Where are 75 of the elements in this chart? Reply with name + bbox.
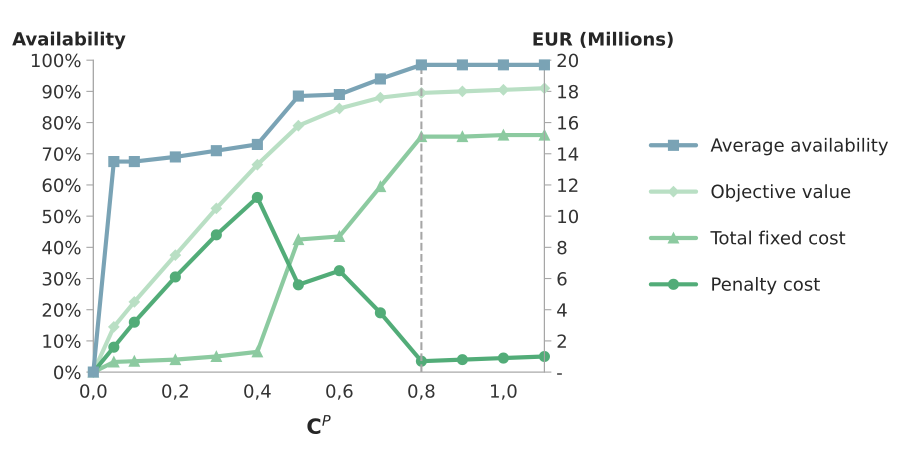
point — [374, 180, 386, 192]
y-tick-label: 10% — [43, 334, 81, 348]
y-tick-label: 70% — [42, 147, 81, 161]
point — [456, 131, 468, 142]
point — [170, 271, 181, 283]
point — [170, 354, 181, 366]
point — [538, 350, 550, 362]
y2-tick-label: 10 — [558, 210, 578, 224]
x-tick-label: 0,6 — [326, 384, 353, 400]
point — [292, 279, 304, 290]
y-axis-title: Availability — [12, 32, 126, 50]
point — [252, 192, 263, 203]
point — [252, 138, 263, 150]
y2-tick-label: 14 — [558, 147, 578, 161]
point — [334, 88, 345, 100]
y-tick-label: 30% — [42, 272, 81, 286]
x-tick-label: 1,0 — [491, 384, 517, 400]
point — [108, 342, 120, 353]
point — [292, 90, 304, 102]
point — [498, 59, 509, 70]
point — [210, 202, 222, 214]
x-tick-label: 0,4 — [244, 384, 271, 400]
y-tick-label: 0% — [54, 366, 81, 380]
y2-tick-label: 2 — [558, 334, 566, 348]
legend-label: Average availability — [710, 138, 888, 156]
y-tick-label: 80% — [42, 116, 81, 130]
point — [128, 156, 140, 168]
point — [498, 129, 509, 141]
y-tick-label: 100% — [32, 54, 81, 68]
point — [374, 307, 386, 318]
y-tick-label: 50% — [42, 210, 81, 224]
y-tick-label: 40% — [42, 240, 81, 254]
point — [128, 296, 140, 308]
y2-tick-label: 12 — [558, 178, 578, 192]
point — [334, 265, 345, 276]
y-tick-label: 60% — [42, 178, 81, 192]
legend-label: Penalty cost — [712, 276, 820, 294]
point — [374, 92, 386, 104]
y2-axis-title: EUR (Millions) — [534, 32, 673, 48]
point — [334, 230, 345, 242]
point — [210, 145, 222, 156]
y2-tick-label: 20 — [558, 54, 578, 68]
legend-label: Objective value — [711, 184, 850, 202]
point — [374, 73, 386, 84]
point — [128, 316, 140, 328]
x-tick-label: 0,2 — [162, 384, 188, 400]
y2-tick-label: 8 — [557, 240, 566, 254]
y2-tick-label: 16 — [558, 116, 578, 130]
y2-tick-label: 18 — [558, 84, 578, 98]
point — [498, 352, 509, 364]
point — [456, 59, 468, 70]
x-tick-label: 0,0 — [80, 384, 106, 400]
point — [334, 102, 345, 114]
point — [108, 156, 120, 168]
point — [456, 354, 468, 366]
x-axis-title: C$^{P}$ — [307, 415, 331, 434]
point — [210, 229, 222, 240]
point — [170, 151, 181, 162]
point — [108, 321, 120, 332]
y-tick-label: 90% — [42, 84, 81, 98]
point — [252, 159, 263, 170]
y-tick-label: 20% — [42, 303, 81, 317]
point — [128, 356, 140, 367]
point — [210, 350, 222, 362]
point — [252, 346, 263, 358]
point — [416, 59, 427, 70]
legend-label: Total fixed cost — [710, 230, 846, 245]
point — [292, 120, 304, 132]
y2-tick-label: - — [557, 373, 562, 375]
point — [170, 250, 181, 261]
y2-tick-label: 6 — [557, 272, 567, 286]
x-tick-label: 0,8 — [408, 384, 435, 400]
y2-tick-label: 4 — [557, 303, 567, 317]
point — [292, 234, 304, 246]
point — [108, 356, 120, 368]
